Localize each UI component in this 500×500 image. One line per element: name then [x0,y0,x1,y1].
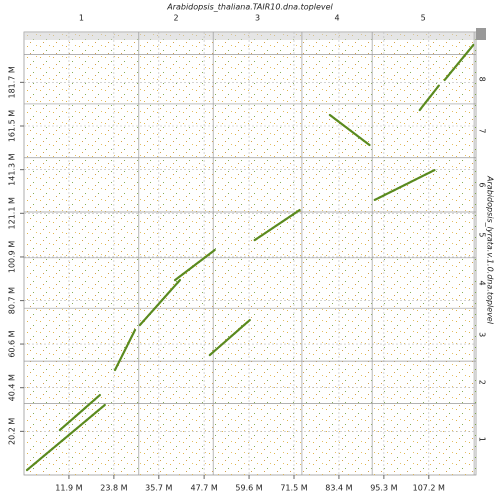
synteny-segment [253,208,301,242]
y-chromosome-label: 3 [478,332,487,337]
scaffold-box [476,28,486,40]
y-chromosome-label: 7 [478,128,487,133]
y-tick-label: 20.2 M [8,418,17,445]
y-chromosome-label: 4 [478,280,487,285]
synteny-segment [208,318,251,357]
y-tick-label: 181.7 M [8,66,17,98]
background-hits [24,32,476,475]
x-tick-label: 59.6 M [235,484,262,493]
y-tick-label: 141.3 M [8,153,17,185]
synteny-segment [58,393,101,432]
y-tick-label: 161.5 M [8,110,17,142]
x-chromosome-label: 1 [79,14,84,23]
x-tick-label: 23.8 M [100,484,127,493]
x-tick-label: 35.7 M [145,484,172,493]
y-tick-label: 60.6 M [8,330,17,357]
synteny-segment [443,43,475,82]
y-tick-label: 100.9 M [8,241,17,273]
synteny-segment [328,113,371,147]
synteny-segment [418,83,441,112]
y-chromosome-label: 5 [478,232,487,237]
x-title: Arabidopsis_thaliana.TAIR10.dna.toplevel [166,3,333,12]
x-tick-label: 71.5 M [280,484,307,493]
x-tick-label: 107.2 M [413,484,445,493]
x-tick-label: 83.4 M [325,484,352,493]
synteny-segment [25,403,106,472]
y-chromosome-label: 2 [478,380,487,385]
y-chromosome-label: 1 [478,437,487,442]
x-tick-label: 11.9 M [55,484,82,493]
x-chromosome-label: 2 [173,14,178,23]
synteny-segment [373,168,436,202]
y-tick-label: 80.7 M [8,287,17,314]
y-tick-label: 40.4 M [8,374,17,401]
synteny-segment [138,278,182,327]
x-chromosome-label: 5 [421,14,426,23]
x-chromosome-label: 4 [334,14,339,23]
x-chromosome-label: 3 [255,14,260,23]
synteny-segment [113,328,137,372]
x-tick-label: 95.3 M [370,484,397,493]
y-tick-label: 121.1 M [8,197,17,229]
synteny-segment [173,248,216,282]
y-chromosome-label: 8 [478,77,487,82]
x-tick-label: 47.7 M [190,484,217,493]
scaffold-band [24,32,476,40]
y-title: Arabidopsis_lyrata.v.1.0.dna.toplevel [486,175,495,325]
y-chromosome-label: 6 [478,182,487,187]
